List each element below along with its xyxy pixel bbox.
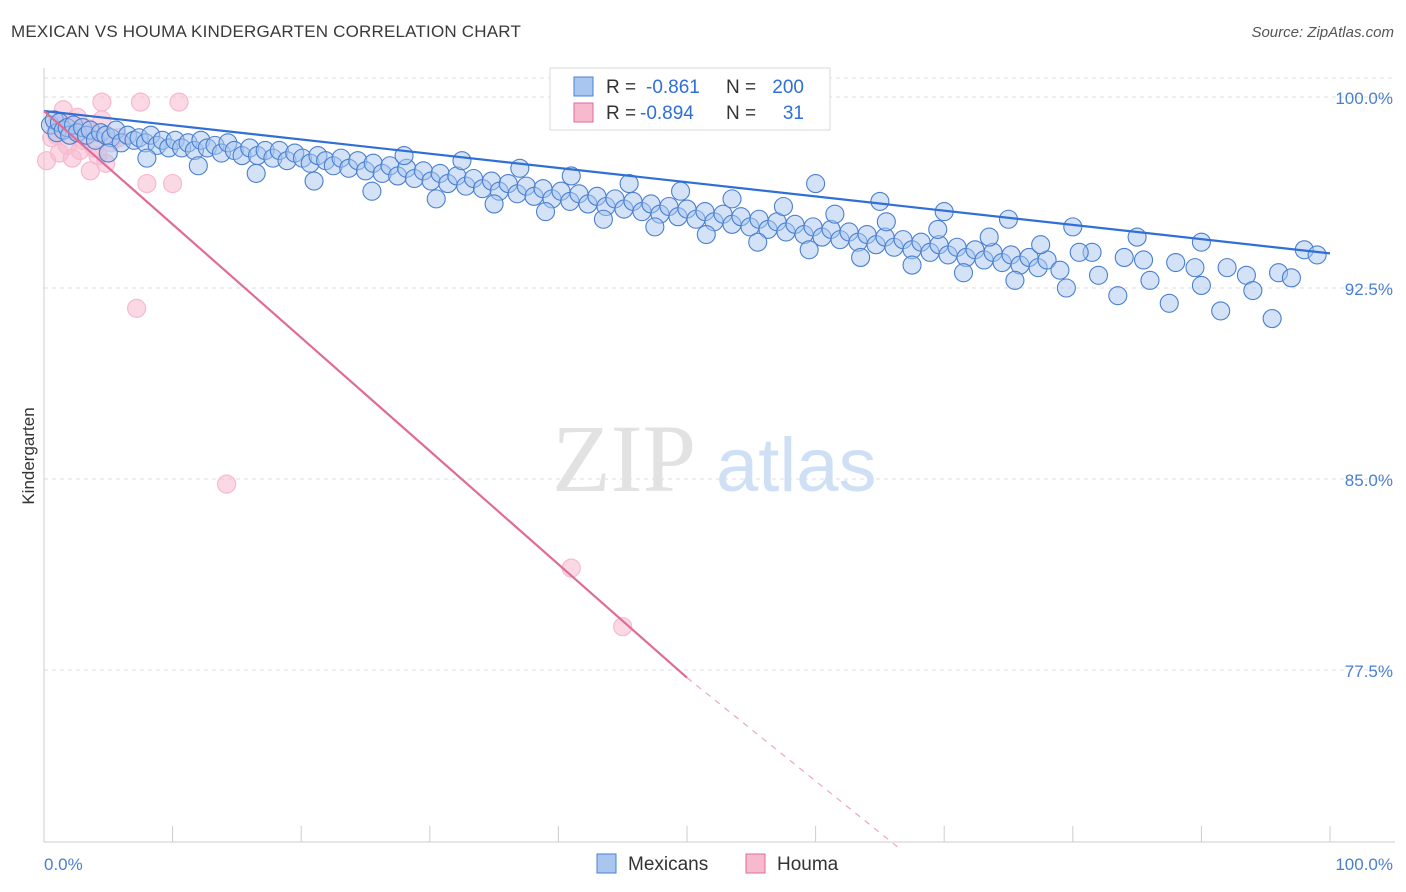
y-tick-labels: 100.0% 92.5% 85.0% 77.5% — [1335, 89, 1393, 681]
mexicans-point — [593, 209, 613, 229]
houma-trend-line-extension — [686, 677, 900, 849]
watermark-atlas: atlas — [716, 423, 877, 508]
mexicans-points — [40, 110, 1327, 329]
mexicans-point — [979, 227, 999, 247]
mexicans-point — [362, 181, 382, 201]
axes — [43, 68, 1395, 843]
mexicans-point — [1307, 245, 1327, 265]
houma-point — [92, 92, 112, 112]
stats-legend: R = -0.861 N = 200 R = -0.894 N = 31 — [549, 67, 831, 131]
mexicans-point — [671, 181, 691, 201]
houma-swatch — [573, 102, 594, 123]
mexicans-point — [535, 202, 556, 222]
mexicans-trend-line — [43, 109, 1331, 255]
watermark-zip: ZIP — [552, 405, 696, 512]
y-axis-label: Kindergarten — [19, 407, 38, 504]
y-tick-label-2: 85.0% — [1345, 471, 1393, 490]
houma-point — [80, 161, 100, 181]
mexicans-point — [645, 217, 665, 237]
mexicans-point — [876, 212, 896, 232]
legend-r-value-1: -0.861 — [646, 77, 700, 98]
mexicans-point — [1243, 280, 1263, 301]
mexicans-point — [1069, 242, 1089, 262]
mexicans-point — [1114, 247, 1134, 267]
mexicans-point — [98, 143, 118, 163]
mexicans-point — [246, 163, 266, 183]
source-label: Source: ZipAtlas.com — [1251, 24, 1394, 41]
mexicans-point — [953, 263, 974, 283]
mexicans-point — [561, 166, 581, 186]
mexicans-point — [1056, 278, 1076, 298]
houma-point — [137, 173, 157, 194]
legend-n-value-1: 200 — [772, 77, 804, 98]
houma-point — [130, 92, 151, 112]
mexicans-point — [928, 219, 948, 239]
y-tick-label-3: 77.5% — [1345, 662, 1393, 681]
x-tick-label-max: 100.0% — [1335, 855, 1393, 874]
mexicans-point — [188, 156, 208, 176]
mexicans-point — [696, 224, 716, 245]
houma-point — [217, 474, 237, 494]
legend-houma-swatch — [745, 853, 766, 874]
legend-r-value-2: -0.894 — [640, 103, 694, 124]
mexicans-point — [1191, 232, 1211, 252]
legend-mexicans-label: Mexicans — [628, 854, 708, 875]
mexicans-point — [1108, 286, 1128, 306]
mexicans-point — [1191, 275, 1211, 296]
y-tick-label-0: 100.0% — [1335, 89, 1393, 108]
mexicans-point — [484, 194, 504, 214]
legend-houma-label: Houma — [777, 854, 839, 875]
mexicans-point — [1050, 260, 1070, 280]
mexicans-point — [1031, 235, 1051, 255]
legend-mexicans-swatch — [596, 853, 617, 874]
x-tick-label-min: 0.0% — [44, 855, 83, 874]
mexicans-point — [748, 232, 768, 252]
houma-point — [169, 92, 189, 112]
legend-n-label-2: N = — [726, 103, 756, 124]
mexicans-point — [619, 174, 639, 194]
legend-n-value-2: 31 — [783, 103, 804, 124]
mexicans-point — [1140, 270, 1160, 290]
mexicans-point — [1166, 252, 1186, 273]
mexicans-point — [851, 247, 871, 267]
houma-point — [126, 298, 147, 318]
mexicans-point — [1185, 258, 1205, 278]
legend-n-label-1: N = — [726, 77, 756, 98]
mexicans-point — [870, 191, 890, 211]
mexicans-point — [1088, 265, 1109, 285]
mexicans-point — [1159, 293, 1179, 313]
watermark: ZIP atlas — [552, 405, 877, 512]
chart-title: MEXICAN VS HOUMA KINDERGARTEN CORRELATIO… — [11, 22, 522, 41]
houma-trend-line — [43, 110, 688, 679]
mexicans-point — [304, 171, 324, 191]
stats-legend-box — [549, 67, 831, 131]
houma-point — [613, 617, 633, 637]
mexicans-point — [1133, 250, 1154, 270]
mexicans-point — [799, 240, 819, 260]
mexicans-point — [773, 196, 794, 217]
mexicans-point — [1281, 268, 1301, 288]
mexicans-point — [902, 255, 922, 275]
mexicans-point — [137, 148, 157, 168]
mexicans-swatch — [573, 76, 594, 97]
mexicans-point — [426, 189, 446, 209]
y-tick-label-1: 92.5% — [1345, 280, 1393, 299]
mexicans-point — [1063, 217, 1083, 237]
mexicans-point — [1217, 258, 1237, 278]
mexicans-point — [1005, 270, 1025, 290]
legend-r-label-1: R = — [606, 77, 636, 98]
series-legend: Mexicans Houma — [596, 853, 839, 875]
x-ticks — [43, 826, 1331, 842]
mexicans-point — [806, 174, 826, 194]
legend-r-label-2: R = — [606, 103, 636, 124]
mexicans-point — [722, 189, 742, 209]
mexicans-point — [1262, 309, 1282, 329]
mexicans-point — [452, 151, 472, 171]
houma-point — [163, 173, 183, 194]
mexicans-point — [825, 204, 845, 224]
mexicans-point — [1211, 301, 1231, 321]
trend-lines — [43, 109, 1331, 849]
gridlines — [44, 77, 1395, 671]
